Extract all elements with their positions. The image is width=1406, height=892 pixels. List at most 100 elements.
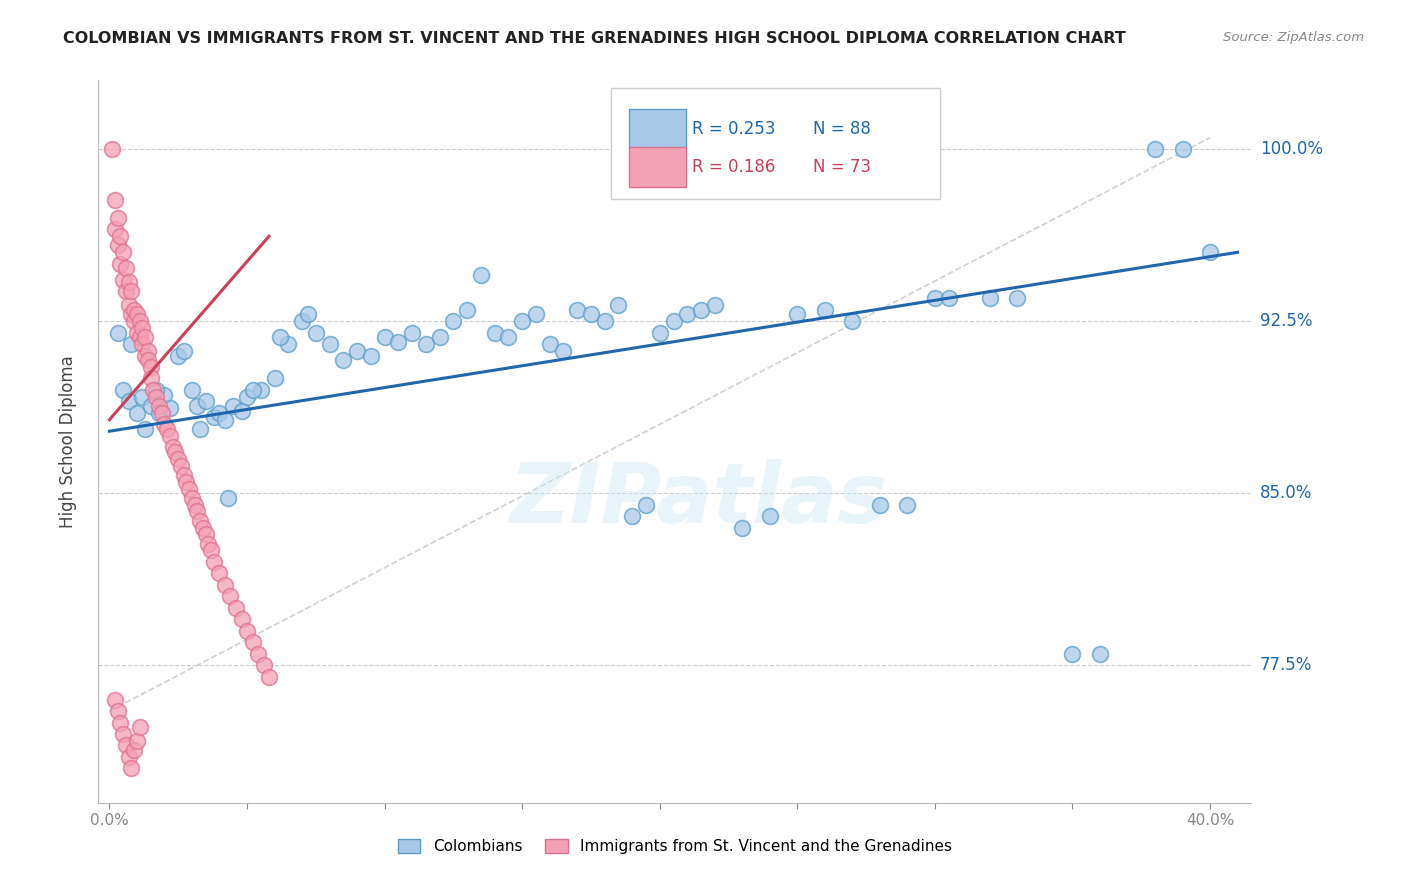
Point [1199, 245, 1222, 260]
Text: COLOMBIAN VS IMMIGRANTS FROM ST. VINCENT AND THE GRENADINES HIGH SCHOOL DIPLOMA : COLOMBIAN VS IMMIGRANTS FROM ST. VINCENT… [63, 31, 1126, 46]
Text: Source: ZipAtlas.com: Source: ZipAtlas.com [1223, 31, 1364, 45]
Point [346, 343, 368, 358]
Point [112, 273, 135, 287]
Point [621, 509, 644, 524]
Point [277, 337, 299, 351]
Text: R = 0.253: R = 0.253 [692, 120, 776, 137]
Text: 85.0%: 85.0% [1260, 484, 1312, 502]
Point [173, 343, 195, 358]
Point [101, 142, 124, 156]
Point [142, 383, 165, 397]
Point [194, 394, 217, 409]
Point [115, 739, 138, 753]
Point [122, 302, 145, 317]
Point [214, 578, 236, 592]
Text: 77.5%: 77.5% [1260, 657, 1312, 674]
Point [120, 307, 142, 321]
Point [104, 193, 127, 207]
Point [107, 326, 129, 340]
Point [118, 394, 141, 409]
Point [122, 743, 145, 757]
Point [225, 600, 247, 615]
Point [401, 326, 423, 340]
Point [112, 383, 135, 397]
Point [1171, 142, 1194, 156]
Point [150, 406, 173, 420]
Point [110, 257, 132, 271]
Point [219, 590, 242, 604]
Point [159, 401, 181, 416]
Point [104, 222, 127, 236]
Point [107, 704, 129, 718]
Point [257, 670, 280, 684]
Point [183, 498, 205, 512]
Point [242, 635, 264, 649]
Point [415, 337, 437, 351]
Point [120, 761, 142, 775]
Point [145, 390, 167, 404]
Point [524, 307, 547, 321]
Point [305, 326, 328, 340]
Point [938, 291, 960, 305]
Point [247, 647, 270, 661]
Point [139, 359, 162, 374]
Point [1062, 647, 1084, 661]
Point [131, 321, 153, 335]
Point [662, 314, 685, 328]
Point [191, 520, 214, 534]
Point [484, 326, 506, 340]
Point [162, 440, 184, 454]
Point [145, 383, 167, 397]
Point [553, 343, 575, 358]
Point [786, 307, 808, 321]
Point [107, 211, 129, 225]
Point [167, 349, 190, 363]
Point [332, 353, 354, 368]
Point [470, 268, 492, 283]
Point [115, 285, 138, 299]
Point [387, 334, 409, 349]
Point [170, 458, 193, 473]
Point [194, 527, 217, 541]
Point [297, 307, 319, 321]
Point [979, 291, 1001, 305]
Point [214, 413, 236, 427]
Point [197, 536, 219, 550]
Point [110, 229, 132, 244]
Point [156, 422, 179, 436]
Point [208, 566, 231, 581]
Point [869, 498, 891, 512]
Point [188, 422, 211, 436]
Point [676, 307, 699, 321]
Point [498, 330, 520, 344]
Point [318, 337, 340, 351]
Point [236, 624, 259, 638]
Point [202, 555, 225, 569]
Point [1007, 291, 1029, 305]
Point [291, 314, 314, 328]
Text: N = 73: N = 73 [813, 158, 872, 176]
Point [249, 383, 271, 397]
Point [648, 326, 671, 340]
Point [118, 750, 141, 764]
Point [128, 314, 150, 328]
Y-axis label: High School Diploma: High School Diploma [59, 355, 77, 528]
Point [759, 509, 782, 524]
Point [441, 314, 464, 328]
Point [112, 245, 135, 260]
Point [159, 429, 181, 443]
Legend: Colombians, Immigrants from St. Vincent and the Grenadines: Colombians, Immigrants from St. Vincent … [391, 833, 959, 860]
FancyBboxPatch shape [628, 147, 686, 187]
Point [269, 330, 291, 344]
Point [538, 337, 561, 351]
Point [1144, 142, 1167, 156]
Point [510, 314, 533, 328]
Point [122, 314, 145, 328]
FancyBboxPatch shape [612, 87, 941, 200]
Point [131, 337, 153, 351]
Point [139, 371, 162, 385]
Point [139, 399, 162, 413]
Point [112, 727, 135, 741]
Point [134, 330, 156, 344]
Point [567, 302, 589, 317]
